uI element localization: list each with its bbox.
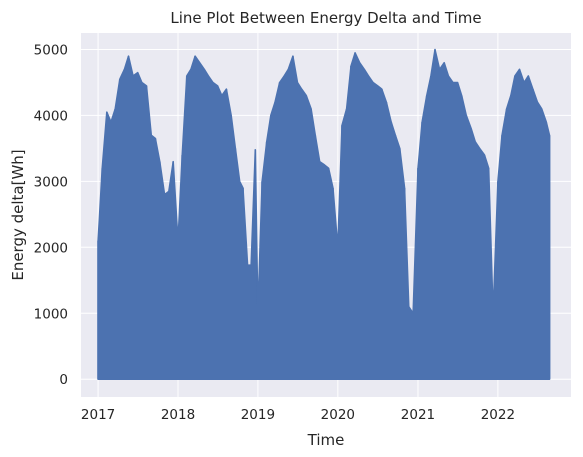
x-tick-label: 2020 — [321, 407, 355, 423]
x-axis-label: Time — [307, 431, 345, 449]
x-tick-label: 2021 — [401, 407, 435, 423]
y-tick-label: 0 — [59, 372, 68, 388]
x-tick-label: 2022 — [481, 407, 515, 423]
y-axis-label: Energy delta[Wh] — [9, 149, 27, 280]
x-tick-label: 2019 — [241, 407, 275, 423]
y-tick-label: 1000 — [34, 306, 68, 322]
y-tick-label: 3000 — [34, 174, 68, 190]
x-tick-label: 2018 — [161, 407, 195, 423]
y-tick-label: 2000 — [34, 240, 68, 256]
y-axis-ticks: 0 1000 2000 3000 4000 5000 — [34, 42, 68, 388]
series-layer — [97, 48, 551, 380]
y-tick-label: 4000 — [34, 108, 68, 124]
y-tick-label: 5000 — [34, 42, 68, 58]
x-axis-ticks: 2017 2018 2019 2020 2021 2022 — [81, 407, 515, 423]
x-tick-label: 2017 — [81, 407, 115, 423]
chart-title: Line Plot Between Energy Delta and Time — [170, 9, 481, 27]
